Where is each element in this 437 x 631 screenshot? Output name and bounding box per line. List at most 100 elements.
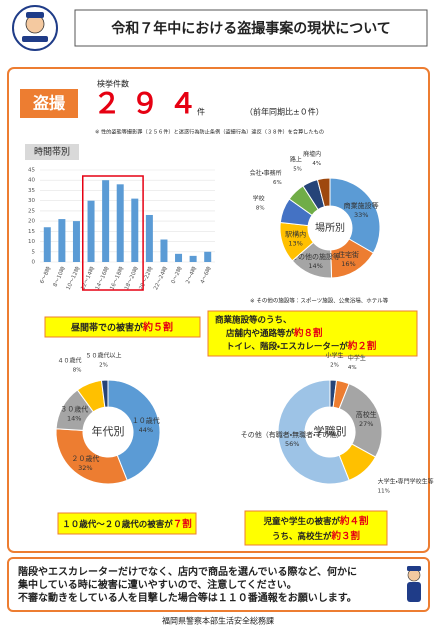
message-line: 集中している時に被害に遭いやすいので、注意してください。 [17,578,297,591]
slice-value-label: 13% [288,240,302,248]
slice-value-label: 4% [348,365,357,371]
bar [175,253,183,262]
callout-text: 商業施設等のうち、 [215,315,292,326]
slice-value-label: 14% [67,414,81,422]
slice-label: 大学生・専門学校生等 [378,478,434,486]
callout-box [244,510,388,546]
slice-label: その他（有職者・無職者・その他） [241,430,344,439]
highlight-frame [82,175,144,291]
bar [72,221,80,262]
callout: うち、高校生が約３割 [272,530,360,542]
callout-highlight: ７割 [173,518,192,530]
slice-value-label: 2% [330,363,339,369]
slice-value-label: 4% [312,161,321,167]
callout-text: １０歳代～２０歳代の被害が [62,519,173,530]
callout: １０歳代～２０歳代の被害が７割 [62,518,192,530]
pie-slice [55,428,128,485]
page-title: 令和７年中における盗撮事案の現状について [110,20,391,37]
pie-center-label: 年代別 [92,424,125,438]
message-box [7,557,430,612]
slice-value-label: 2% [99,363,108,369]
slice-value-label: 33% [354,211,368,219]
bar-title: 時間帯別 [34,146,70,158]
slice-label: １０歳代 [132,416,160,425]
callout-box [57,512,197,535]
comparison: （前年同期比±０件） [245,107,324,117]
bar [87,200,95,262]
slice-value-label: 56% [285,440,299,448]
logo-band [22,36,48,42]
callout-text: 店舗内や通路等が [225,328,295,339]
slice-value-label: 5% [293,166,302,172]
y-tick-label: 40 [28,178,35,184]
message-line: 階段やエスカレーターだけでなく、店内で商品を選んでいる際など、何かに [18,565,357,578]
slice-label: 住宅街 [338,250,359,259]
slice-label: 中学生 [348,354,366,362]
callout-text: トイレ、階段・エスカレーターが [226,341,348,352]
slice-value-label: 8% [256,206,265,212]
y-tick-label: 10 [28,239,35,245]
callout-box [207,310,418,357]
slice-value-label: 32% [78,464,92,472]
callout-highlight: 約５割 [142,321,173,334]
bar [116,184,124,262]
bar [58,219,66,262]
slice-label: 駅構内 [285,230,306,239]
callout-text: 児童や学生の被害が [262,516,340,527]
y-tick-label: 35 [28,188,35,194]
officer-icon [407,566,421,602]
footer: 福岡県警察本部生活安全総務課 [162,616,274,626]
slice-value-label: 14% [308,262,322,270]
main-panel [7,67,430,553]
callout-text: うち、高校生が [272,531,332,542]
callout: 児童や学生の被害が約４割 [262,515,368,527]
slice-label: ３０歳代 [60,404,88,413]
slice-value-label: 16% [341,260,355,268]
pie-slice [277,379,350,485]
y-tick-label: 15 [28,229,35,235]
pie-center-label: 学職別 [314,424,347,438]
y-tick-label: 30 [28,198,35,204]
slice-value-label: 44% [139,426,153,434]
count-note: ※ 性的姿態等撮影罪（２５６件）と迷惑行為防止条例（盗撮行為）違反（３８件）を合… [95,128,324,136]
slice-label: 会社・事務所 [250,169,282,177]
callout-box [44,316,201,338]
slice-label: その他の施設等 [291,252,340,261]
slice-label: 小学生 [326,352,344,360]
slice-label: 商業施設等 [344,201,379,210]
slice-value-label: 6% [273,180,282,186]
pie-slice [107,379,161,481]
callout-highlight: 約４割 [339,515,369,527]
callout-highlight: 約８割 [293,327,323,339]
bar [43,227,51,262]
logo [12,5,58,51]
count-unit: 件 [197,107,205,117]
pie-note: ※ その他の施設等：スポーツ施設、公衆浴場、ホテル等 [250,297,389,305]
callout: 昼間帯での被害が約５割 [71,321,173,334]
message-line: 不審な動きをしている人を目撃した場合等は１１０番通報をお願いします。 [18,591,357,604]
y-tick-label: 0 [32,260,36,266]
count: ２９４ [93,87,207,120]
slice-value-label: 27% [359,420,373,428]
bar [189,255,197,262]
logo-cap [26,12,44,18]
slice-label: ４０歳代 [57,357,81,365]
badge-text: 盗撮 [33,94,66,113]
title-box [74,9,428,47]
callout-text: 昼間帯での被害が [71,321,144,333]
callout: 店舗内や通路等が約８割 [225,327,323,339]
slice-label: 学校 [253,195,265,203]
badge [20,89,78,118]
slice-value-label: 11% [378,489,390,495]
y-tick-label: 20 [28,219,35,225]
callout: トイレ、階段・エスカレーターが約２割 [226,340,376,352]
slice-label: ２０歳代 [71,454,99,463]
callout-highlight: 約３割 [331,530,361,542]
bar [145,214,153,262]
y-tick-label: 45 [28,168,35,174]
bar [204,251,212,262]
icon-body [407,582,421,602]
